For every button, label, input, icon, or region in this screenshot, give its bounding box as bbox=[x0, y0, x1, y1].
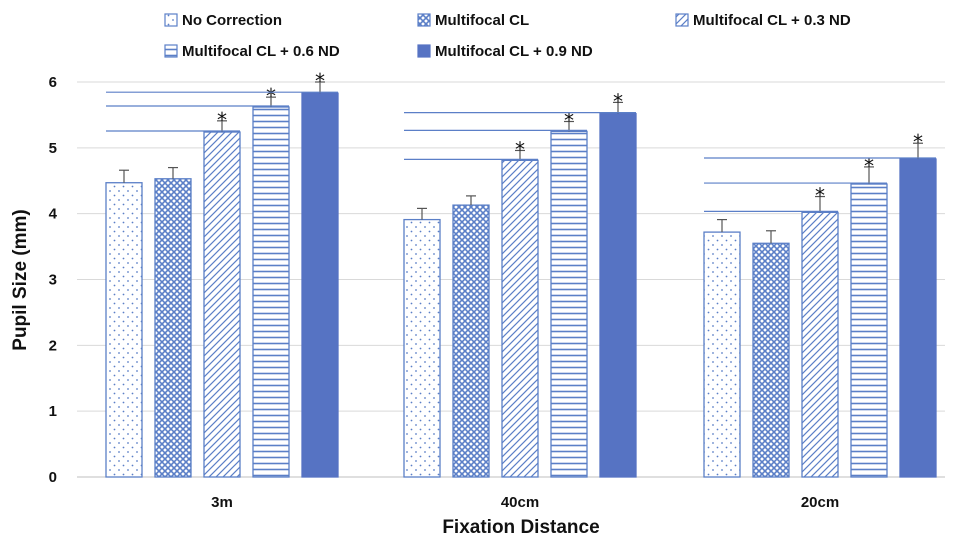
legend-label-multifocal-cl: Multifocal CL bbox=[435, 12, 529, 29]
bar-multifocal-cl-0-3-nd-40cm bbox=[501, 159, 539, 478]
legend-swatch-multifocal-cl-0-3-nd bbox=[675, 13, 689, 27]
x-axis-ticks: 3m 40cm 20cm bbox=[211, 494, 839, 511]
x-axis-title: Fixation Distance bbox=[442, 517, 599, 537]
y-axis-title: Pupil Size (mm) bbox=[10, 209, 31, 350]
legend: No Correction Multifocal CL Multifocal CL … bbox=[164, 12, 851, 60]
bar-multifocal-cl-0-6-nd-40cm bbox=[550, 130, 588, 478]
bar-no-correction-20cm bbox=[703, 231, 741, 478]
significance-star: * bbox=[515, 137, 525, 161]
bars bbox=[105, 92, 937, 478]
y-tick-label: 0 bbox=[49, 469, 57, 486]
bar-multifocal-cl-3m bbox=[154, 178, 192, 478]
significance-star: * bbox=[315, 69, 325, 93]
legend-label-multifocal-cl-0-9-nd: Multifocal CL + 0.9 ND bbox=[435, 43, 593, 60]
bar-no-correction-40cm bbox=[403, 218, 441, 478]
y-tick-label: 2 bbox=[49, 337, 57, 354]
significance-markers: * * * * * * * * * bbox=[106, 69, 936, 212]
y-tick-label: 1 bbox=[49, 403, 57, 420]
significance-star: * bbox=[266, 84, 276, 108]
significance-star: * bbox=[913, 130, 923, 154]
legend-swatch-multifocal-cl bbox=[417, 13, 431, 27]
x-tick-label-3m: 3m bbox=[211, 494, 233, 511]
legend-swatch-multifocal-cl-0-6-nd bbox=[164, 44, 178, 58]
bar-multifocal-cl-0-3-nd-20cm bbox=[801, 211, 839, 478]
legend-label-multifocal-cl-0-6-nd: Multifocal CL + 0.6 ND bbox=[182, 43, 340, 60]
y-axis-ticks: 0 1 2 3 4 5 6 bbox=[49, 74, 58, 486]
significance-star: * bbox=[217, 108, 227, 132]
y-tick-label: 5 bbox=[49, 140, 57, 157]
significance-star: * bbox=[815, 184, 825, 208]
bar-multifocal-cl-0-9-nd-40cm bbox=[599, 112, 637, 478]
bar-multifocal-cl-0-9-nd-20cm bbox=[899, 158, 937, 478]
significance-star: * bbox=[864, 154, 874, 178]
bar-multifocal-cl-0-3-nd-3m bbox=[203, 131, 241, 478]
bar-no-correction-3m bbox=[105, 182, 143, 478]
bar-multifocal-cl-40cm bbox=[452, 204, 490, 478]
bar-multifocal-cl-0-6-nd-20cm bbox=[850, 183, 888, 478]
significance-star: * bbox=[564, 109, 574, 133]
legend-label-multifocal-cl-0-3-nd: Multifocal CL + 0.3 ND bbox=[693, 12, 851, 29]
bar-multifocal-cl-0-6-nd-3m bbox=[252, 106, 290, 478]
significance-star: * bbox=[613, 89, 623, 113]
y-tick-label: 4 bbox=[49, 206, 58, 223]
x-tick-label-20cm: 20cm bbox=[801, 494, 839, 511]
x-tick-label-40cm: 40cm bbox=[501, 494, 539, 511]
bar-multifocal-cl-0-9-nd-3m bbox=[301, 92, 339, 478]
legend-swatch-no-correction bbox=[164, 13, 178, 27]
legend-swatch-multifocal-cl-0-9-nd bbox=[417, 44, 431, 58]
legend-label-no-correction: No Correction bbox=[182, 12, 282, 29]
error-bars bbox=[119, 81, 923, 244]
y-tick-label: 3 bbox=[49, 272, 57, 289]
y-tick-label: 6 bbox=[49, 74, 57, 91]
bar-multifocal-cl-20cm bbox=[752, 242, 790, 478]
